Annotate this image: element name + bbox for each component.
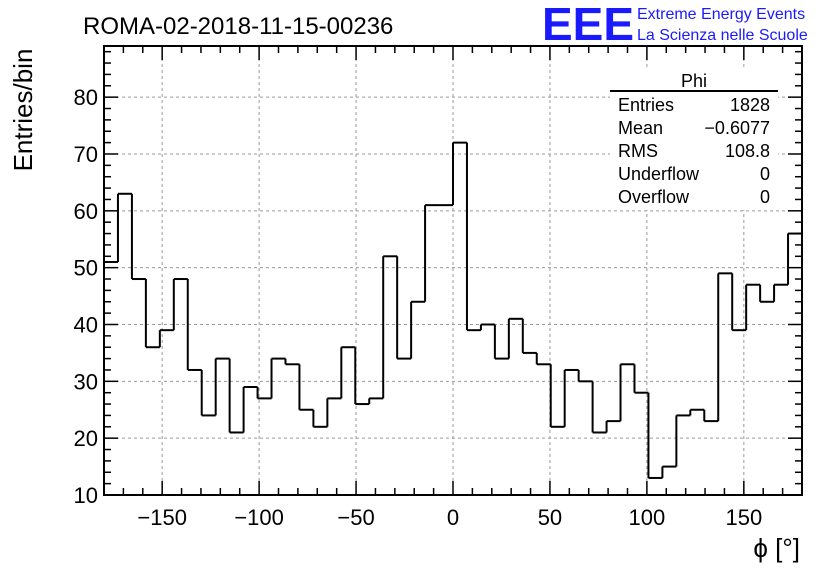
- stats-value: 1828: [730, 95, 770, 115]
- x-tick-label: −150: [137, 505, 187, 530]
- y-tick-label: 60: [74, 199, 98, 224]
- x-tick-label: 150: [725, 505, 762, 530]
- histogram-bars: [104, 141, 802, 479]
- x-tick-label: −100: [234, 505, 284, 530]
- y-axis-label: Entries/bin: [8, 49, 38, 172]
- y-tick-label: 30: [74, 369, 98, 394]
- y-tick-label: 40: [74, 312, 98, 337]
- stats-box: Phi Entries 1828 Mean −0.6077 RMS 108.8 Underf…: [610, 70, 778, 210]
- x-tick-label: −50: [337, 505, 374, 530]
- logo-line-1: Extreme Energy Events: [637, 6, 805, 23]
- y-tick-label: 70: [74, 142, 98, 167]
- y-tick-label: 10: [74, 483, 98, 508]
- tick-labels: −150 −100 −50 0 50 100 150 10 20 30 40 50 60 70 80: [74, 85, 763, 530]
- stats-label: Underflow: [618, 164, 700, 184]
- stats-value: 0: [760, 187, 770, 207]
- logo-line-2: La Scienza nelle Scuole: [637, 27, 808, 44]
- x-tick-label: 0: [447, 505, 459, 530]
- stats-box-title: Phi: [681, 71, 707, 91]
- stats-label: Entries: [618, 95, 674, 115]
- y-tick-label: 50: [74, 256, 98, 281]
- axes: [103, 45, 803, 496]
- y-tick-label: 20: [74, 426, 98, 451]
- y-tick-label: 80: [74, 85, 98, 110]
- stats-label: RMS: [618, 141, 658, 161]
- x-tick-label: 100: [629, 505, 666, 530]
- stats-label: Overflow: [618, 187, 690, 207]
- x-tick-label: 50: [538, 505, 562, 530]
- x-axis-label: ϕ [°]: [753, 533, 800, 563]
- stats-value: 0: [760, 164, 770, 184]
- stats-box-frame: [610, 70, 778, 210]
- chart-title: ROMA-02-2018-11-15-00236: [83, 13, 393, 40]
- stats-label: Mean: [618, 118, 663, 138]
- eee-logo: EEE Extreme Energy Events La Scienza nel…: [542, 0, 808, 50]
- stats-value: 108.8: [725, 141, 770, 161]
- stats-value: −0.6077: [704, 118, 770, 138]
- logo-mark: EEE: [542, 0, 634, 50]
